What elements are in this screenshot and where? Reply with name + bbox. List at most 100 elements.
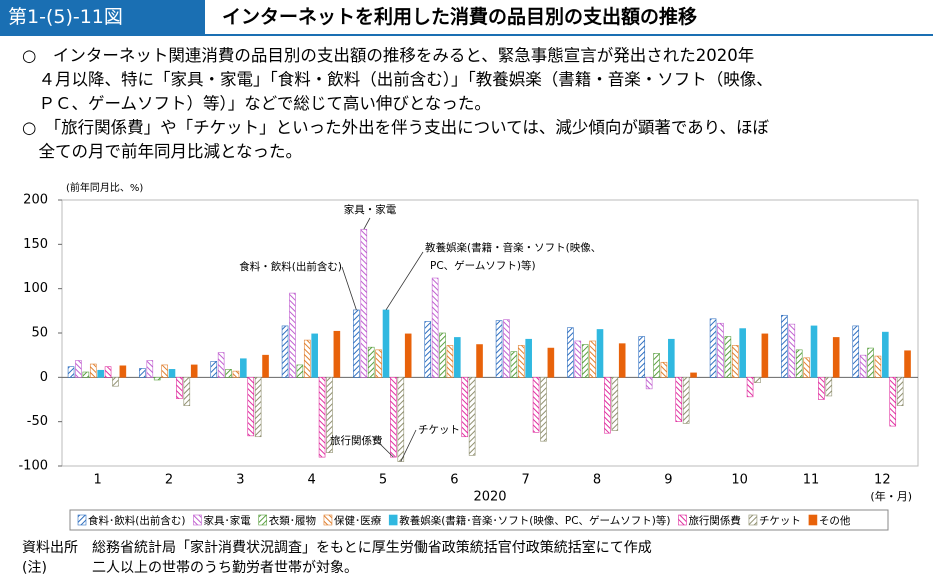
legend-label: その他	[819, 514, 851, 527]
legend-label: 家具･家電	[203, 514, 251, 527]
bar	[89, 363, 97, 378]
bar	[604, 377, 611, 434]
paragraphs: ○ インターネット関連消費の品目別の支出額の推移をみると、緊急事態宣言が発出され…	[22, 44, 922, 164]
paragraph-line: ○ 「旅行関係費」や「チケット」といった外出を伴う支出については、減少傾向が顕著…	[22, 118, 769, 137]
bar	[832, 337, 840, 378]
bar	[176, 377, 183, 399]
bar	[739, 328, 746, 378]
bar	[225, 369, 232, 378]
bar	[874, 355, 882, 378]
bar	[532, 377, 540, 433]
bar	[596, 329, 604, 378]
bar	[67, 366, 75, 378]
bar	[574, 340, 582, 378]
legend-swatch	[388, 514, 398, 526]
footer-row: 資料出所 総務省統計局「家計消費状況調査」をもとに厚生労働省政策統括官付政策統括室…	[22, 538, 652, 558]
annotation: チケット	[418, 424, 460, 436]
bar	[183, 377, 191, 407]
footer-label: (注)	[22, 560, 47, 576]
bar	[618, 343, 626, 378]
footer-label: 資料出所	[22, 540, 78, 556]
bar	[289, 292, 296, 378]
bar	[311, 333, 318, 378]
x-tick-label: 1	[94, 473, 102, 488]
x-tick-label: 3	[236, 473, 244, 488]
x-tick-label: 4	[308, 473, 316, 488]
bar	[104, 366, 112, 378]
legend-label: チケット	[759, 515, 801, 527]
legend-swatch	[77, 514, 87, 526]
bar	[896, 377, 904, 407]
bar	[675, 377, 683, 422]
annotation: 教養娯楽(書籍・音楽・ソフト(映像、	[425, 241, 601, 254]
bar	[247, 377, 255, 437]
bar	[510, 351, 518, 378]
bar	[161, 364, 168, 378]
bar	[803, 357, 810, 378]
bar	[540, 377, 547, 442]
bar	[611, 377, 619, 431]
annotation: PC、ゲームソフト)等)	[430, 259, 536, 272]
x-label: 2020	[473, 490, 506, 505]
legend-swatch	[323, 514, 333, 526]
bar	[404, 333, 412, 378]
bar	[517, 345, 525, 378]
legend-swatch	[808, 514, 818, 526]
bar	[75, 360, 82, 378]
bar	[390, 377, 397, 458]
bar	[795, 349, 803, 378]
bar	[360, 228, 368, 378]
x-tick-label: 6	[450, 473, 458, 488]
bar	[589, 340, 596, 378]
x-tick-label: 5	[379, 473, 387, 488]
bar	[281, 325, 289, 378]
y-tick-label: 150	[23, 237, 48, 252]
y-tick-label: 50	[31, 326, 48, 341]
bar	[303, 339, 311, 378]
header: 第1-(5)-11図 インターネットを利用した消費の品目別の支出額の推移	[0, 0, 933, 36]
leader-line	[363, 217, 371, 230]
bar	[119, 365, 127, 378]
legend-label: 旅行関係費	[688, 514, 741, 527]
bar	[761, 333, 769, 378]
leader-line	[371, 435, 394, 458]
annotation: 家具・家電	[344, 203, 397, 216]
bar	[112, 377, 119, 387]
leader-line	[400, 429, 417, 462]
y-tick-label: 200	[23, 193, 48, 208]
annotation: 旅行関係費	[330, 434, 383, 447]
footer-text: 二人以上の世帯のうち勤労者世帯が対象。	[92, 560, 358, 576]
x-unit: (年・月)	[870, 489, 912, 503]
bar	[296, 364, 304, 378]
y-tick-label: -50	[27, 414, 48, 429]
x-tick-label: 12	[874, 473, 891, 488]
bar	[217, 352, 225, 378]
x-tick-label: 2	[165, 473, 173, 488]
bar	[781, 314, 788, 378]
bar	[468, 377, 476, 456]
bar	[146, 360, 154, 378]
bar	[353, 309, 360, 378]
bar	[503, 319, 510, 378]
bar	[382, 309, 390, 378]
bar	[375, 349, 382, 378]
bar	[717, 322, 724, 378]
bar	[168, 369, 176, 378]
bar	[660, 361, 668, 378]
x-tick-label: 8	[593, 473, 601, 488]
paragraph-line: ４月以降、特に「家具・家電」「食料・飲料（出前含む）」「教養娯楽（書籍・音楽・ソ…	[22, 70, 773, 89]
bar	[724, 336, 732, 378]
legend-swatch	[193, 514, 202, 526]
bar	[754, 377, 761, 383]
bar	[153, 377, 161, 381]
bar	[461, 377, 469, 438]
footer-text: 総務省統計局「家計消費状況調査」をもとに厚生労働省政策統括官付政策統括室にて作成	[92, 540, 652, 556]
legend-swatch	[678, 514, 687, 526]
x-tick-label: 11	[803, 473, 820, 488]
bar	[668, 338, 675, 378]
bar	[446, 345, 454, 378]
bar	[818, 377, 825, 400]
bar	[333, 330, 341, 378]
paragraph-line: 全ての月で前年同月比減となった。	[22, 142, 303, 161]
bar	[326, 377, 333, 454]
